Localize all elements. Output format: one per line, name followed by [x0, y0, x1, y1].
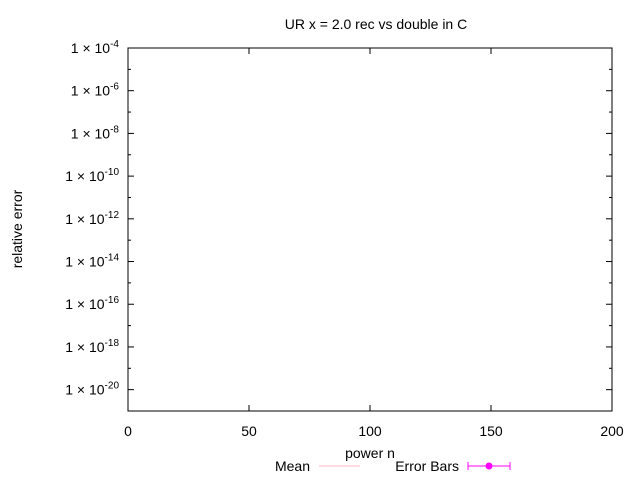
y-tick-label: 1 × 10-4 [71, 39, 120, 56]
x-tick-label: 200 [600, 423, 624, 439]
legend-label-mean: Mean [275, 458, 310, 474]
chart-title: UR x = 2.0 rec vs double in C [285, 16, 467, 32]
x-tick-label: 150 [479, 423, 503, 439]
y-axis-label: relative error [9, 189, 25, 268]
y-tick-label: 1 × 10-20 [65, 381, 119, 398]
y-tick-label: 1 × 10-14 [65, 253, 119, 270]
x-tick-label: 100 [358, 423, 382, 439]
x-axis-label: power n [345, 445, 395, 461]
x-tick-label: 50 [241, 423, 257, 439]
y-tick-label: 1 × 10-10 [65, 167, 119, 184]
plot-frame [127, 47, 613, 412]
legend-label-error-bars: Error Bars [395, 458, 459, 474]
y-tick-label: 1 × 10-8 [71, 124, 120, 141]
y-tick-label: 1 × 10-12 [65, 210, 119, 227]
y-tick-label: 1 × 10-6 [71, 82, 120, 99]
legend: Mean Error Bars [275, 458, 511, 474]
y-tick-label: 1 × 10-16 [65, 295, 119, 312]
legend-swatch-error-bars [467, 462, 511, 470]
x-tick-label: 0 [124, 423, 132, 439]
y-tick-label: 1 × 10-18 [65, 338, 119, 355]
